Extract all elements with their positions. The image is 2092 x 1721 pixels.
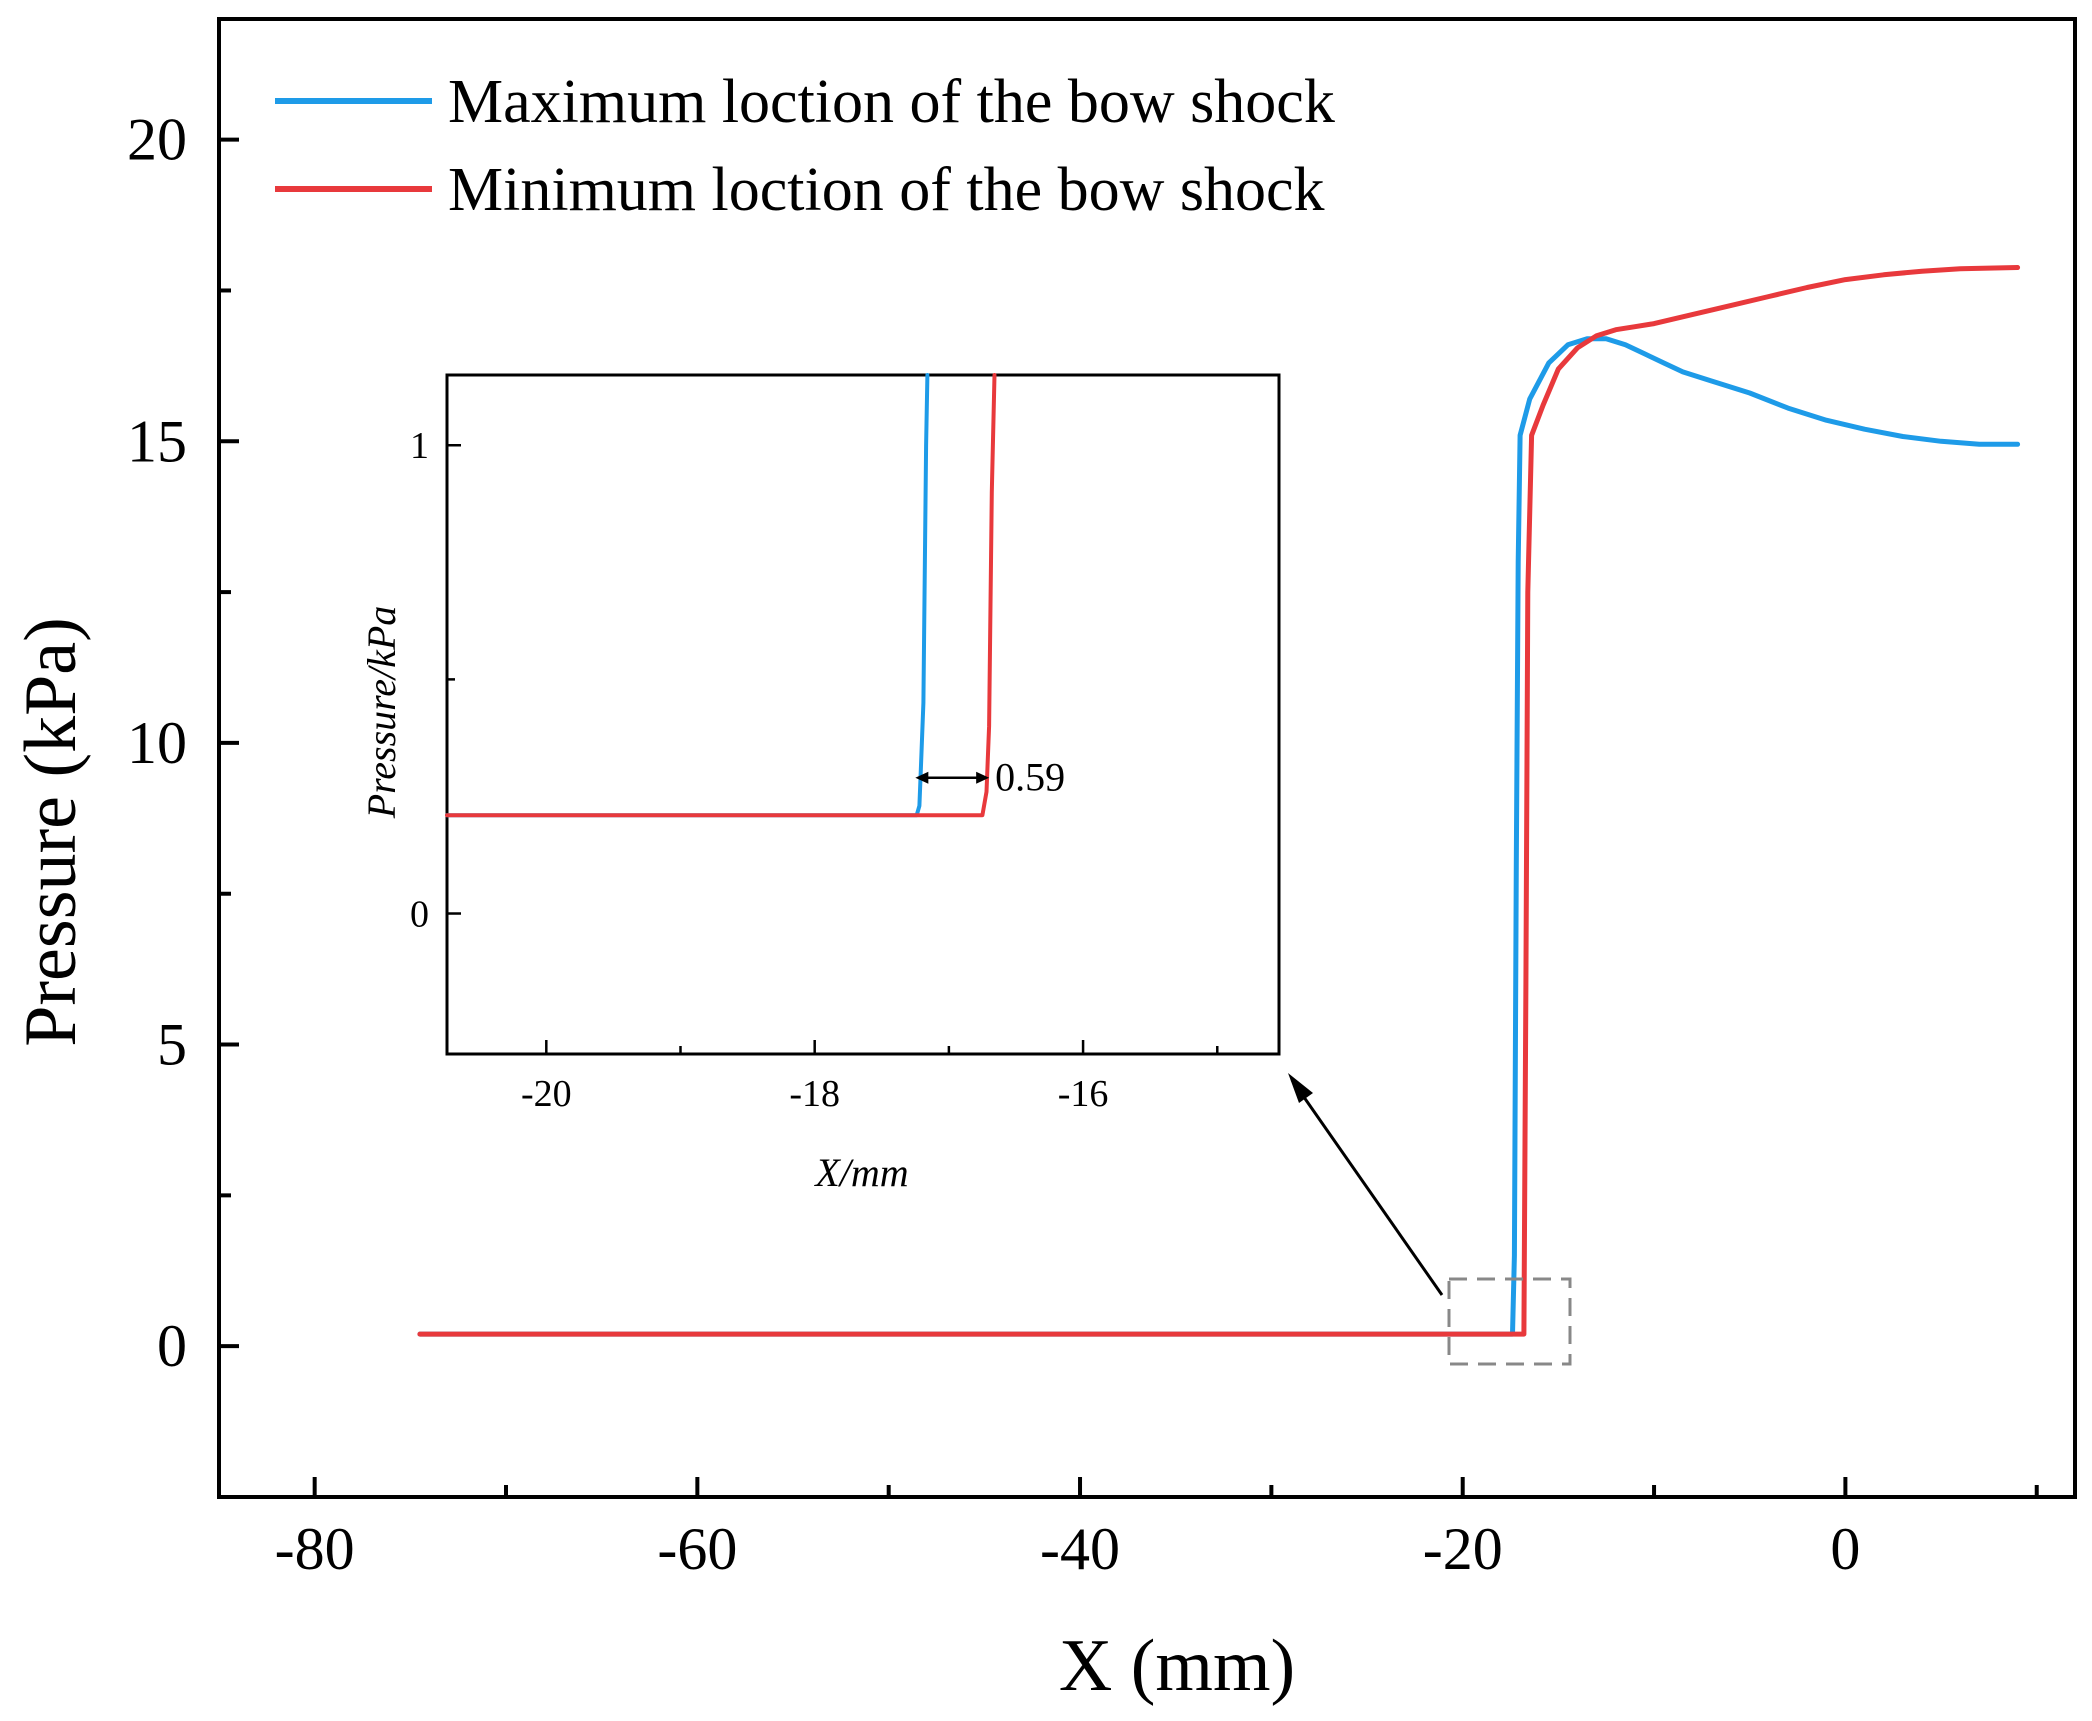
legend-label-maximum: Maximum loction of the bow shock [448,68,1335,136]
main-series-line-maximum [417,336,2021,1337]
inset-y-tick-label: 1 [410,425,429,467]
main-y-axis-title: Pressure (kPa) [10,617,92,1047]
main-y-tick-label: 5 [157,1012,187,1078]
main-series-line-minimum [417,265,2021,1337]
inset-x-axis-title: X/mm [813,1150,908,1195]
zoom-pointer-arrow [1290,1079,1444,1296]
main-plot-frame [217,17,2077,1499]
inset-series-line-minimum [445,373,997,818]
legend-label-minimum: Minimum loction of the bow shock [448,156,1325,224]
inset-x-tick-label: -18 [789,1073,840,1115]
main-y-tick-label: 10 [127,710,187,776]
inset-axis-ticks: -20 -18 -16 0 1 [410,425,1219,1115]
inset-x-tick-label: -20 [521,1073,572,1115]
inset-series-group [445,373,997,818]
main-x-tick-label: -80 [275,1516,355,1582]
inset-y-axis-title: Pressure/kPa [359,606,404,820]
annotation-label: 0.59 [995,755,1065,800]
main-y-tick-label: 15 [127,408,187,474]
main-x-tick-label: 0 [1830,1516,1860,1582]
inset-y-tick-label: 0 [410,894,429,936]
main-x-tick-label: -40 [1040,1516,1120,1582]
inset-plot-frame [445,373,1281,1056]
main-y-tick-label: 20 [127,107,187,173]
annotation-arrowhead-right [976,771,990,784]
main-x-tick-label: -60 [657,1516,737,1582]
legend: Maximum loction of the bow shock Minimum… [275,68,1335,224]
inset-annotation: 0.59 [915,755,1065,800]
zoom-pointer-arrowhead [1288,1073,1313,1103]
main-series-group [417,265,2021,1337]
main-x-axis-title: X (mm) [1059,1625,1295,1707]
main-y-tick-label: 0 [157,1313,187,1379]
annotation-arrowhead-left [915,771,929,784]
main-x-tick-label: -20 [1423,1516,1503,1582]
inset-x-tick-label: -16 [1058,1073,1109,1115]
zoom-region-box [1447,1277,1572,1366]
